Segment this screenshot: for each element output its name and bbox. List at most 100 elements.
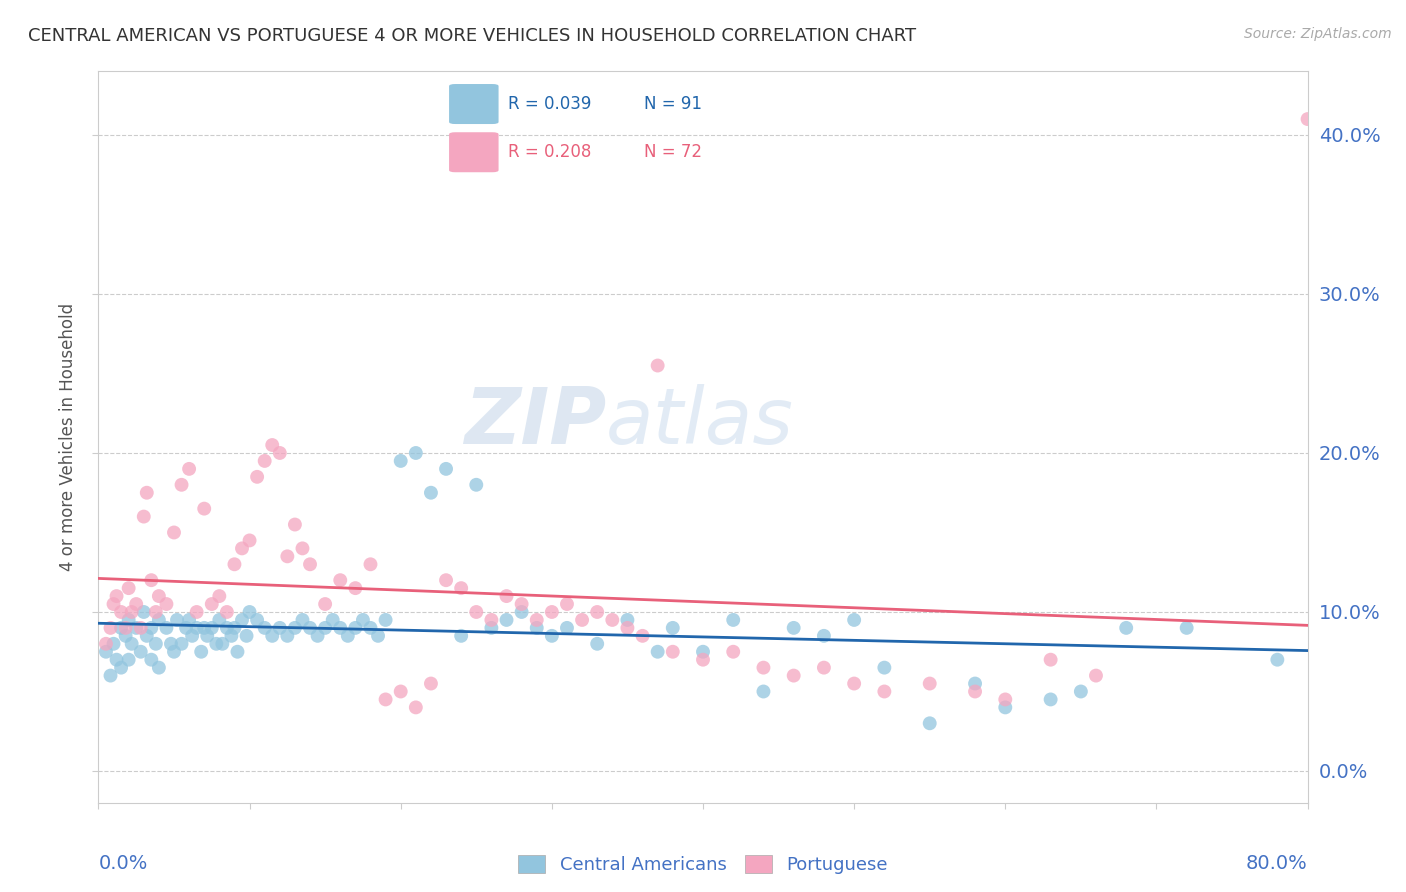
Point — [329, 621, 352, 635]
Point — [121, 605, 143, 619]
Point — [526, 621, 548, 635]
Point — [186, 605, 208, 619]
Point — [148, 589, 170, 603]
Point — [571, 613, 593, 627]
Point — [125, 621, 148, 635]
Point — [1296, 112, 1319, 126]
Point — [1175, 621, 1198, 635]
Legend: Central Americans, Portuguese: Central Americans, Portuguese — [510, 847, 896, 881]
Point — [141, 653, 163, 667]
Point — [145, 605, 167, 619]
Point — [105, 589, 128, 603]
Point — [114, 621, 136, 635]
Point — [752, 660, 775, 674]
Point — [253, 621, 276, 635]
Point — [118, 613, 141, 627]
Point — [253, 454, 276, 468]
Point — [110, 605, 132, 619]
Point — [114, 629, 136, 643]
Point — [918, 716, 941, 731]
Point — [110, 621, 132, 635]
Point — [344, 581, 367, 595]
Point — [1115, 621, 1137, 635]
Point — [1085, 668, 1108, 682]
Point — [1267, 653, 1289, 667]
Point — [262, 438, 284, 452]
Point — [239, 605, 262, 619]
Point — [145, 637, 167, 651]
Point — [118, 581, 141, 595]
Point — [239, 533, 262, 548]
Point — [465, 605, 488, 619]
Point — [179, 462, 201, 476]
Point — [994, 700, 1017, 714]
Point — [299, 621, 322, 635]
Point — [129, 621, 152, 635]
Point — [226, 645, 249, 659]
Point — [723, 613, 745, 627]
Point — [262, 629, 284, 643]
Point — [129, 645, 152, 659]
Point — [374, 613, 396, 627]
Point — [201, 621, 224, 635]
Point — [181, 629, 204, 643]
Point — [231, 613, 253, 627]
Point — [450, 581, 472, 595]
Point — [752, 684, 775, 698]
Point — [322, 613, 344, 627]
Point — [299, 558, 322, 572]
Point — [352, 613, 374, 627]
Point — [647, 645, 669, 659]
Point — [314, 597, 336, 611]
Point — [170, 477, 193, 491]
Point — [141, 621, 163, 635]
Point — [155, 597, 177, 611]
Point — [105, 653, 128, 667]
Point — [873, 660, 896, 674]
Point — [195, 629, 218, 643]
FancyBboxPatch shape — [449, 132, 499, 172]
Point — [201, 597, 224, 611]
Point — [813, 660, 835, 674]
Point — [125, 597, 148, 611]
Text: atlas: atlas — [606, 384, 794, 460]
Point — [160, 637, 183, 651]
Point — [420, 676, 443, 690]
Point — [329, 573, 352, 587]
Point — [389, 454, 412, 468]
Point — [1039, 653, 1062, 667]
Point — [186, 621, 208, 635]
Point — [1070, 684, 1092, 698]
Point — [540, 605, 562, 619]
Text: 80.0%: 80.0% — [1246, 854, 1308, 873]
Point — [965, 684, 987, 698]
Point — [616, 621, 638, 635]
Point — [103, 637, 125, 651]
Point — [344, 621, 367, 635]
Point — [110, 660, 132, 674]
Point — [246, 613, 269, 627]
Point — [374, 692, 396, 706]
Point — [284, 517, 307, 532]
Text: N = 91: N = 91 — [644, 95, 702, 112]
Point — [224, 558, 246, 572]
Point — [405, 446, 427, 460]
Point — [586, 605, 609, 619]
Point — [844, 676, 866, 690]
Text: CENTRAL AMERICAN VS PORTUGUESE 4 OR MORE VEHICLES IN HOUSEHOLD CORRELATION CHART: CENTRAL AMERICAN VS PORTUGUESE 4 OR MORE… — [28, 27, 917, 45]
Point — [434, 462, 457, 476]
Text: 0.0%: 0.0% — [98, 854, 148, 873]
Point — [307, 629, 329, 643]
Point — [1039, 692, 1062, 706]
Point — [844, 613, 866, 627]
Point — [121, 637, 143, 651]
Point — [166, 613, 188, 627]
Point — [555, 621, 578, 635]
Point — [661, 645, 683, 659]
Point — [163, 645, 186, 659]
Point — [276, 549, 298, 564]
Point — [132, 509, 155, 524]
Text: Source: ZipAtlas.com: Source: ZipAtlas.com — [1244, 27, 1392, 41]
Point — [235, 629, 257, 643]
Point — [495, 613, 517, 627]
